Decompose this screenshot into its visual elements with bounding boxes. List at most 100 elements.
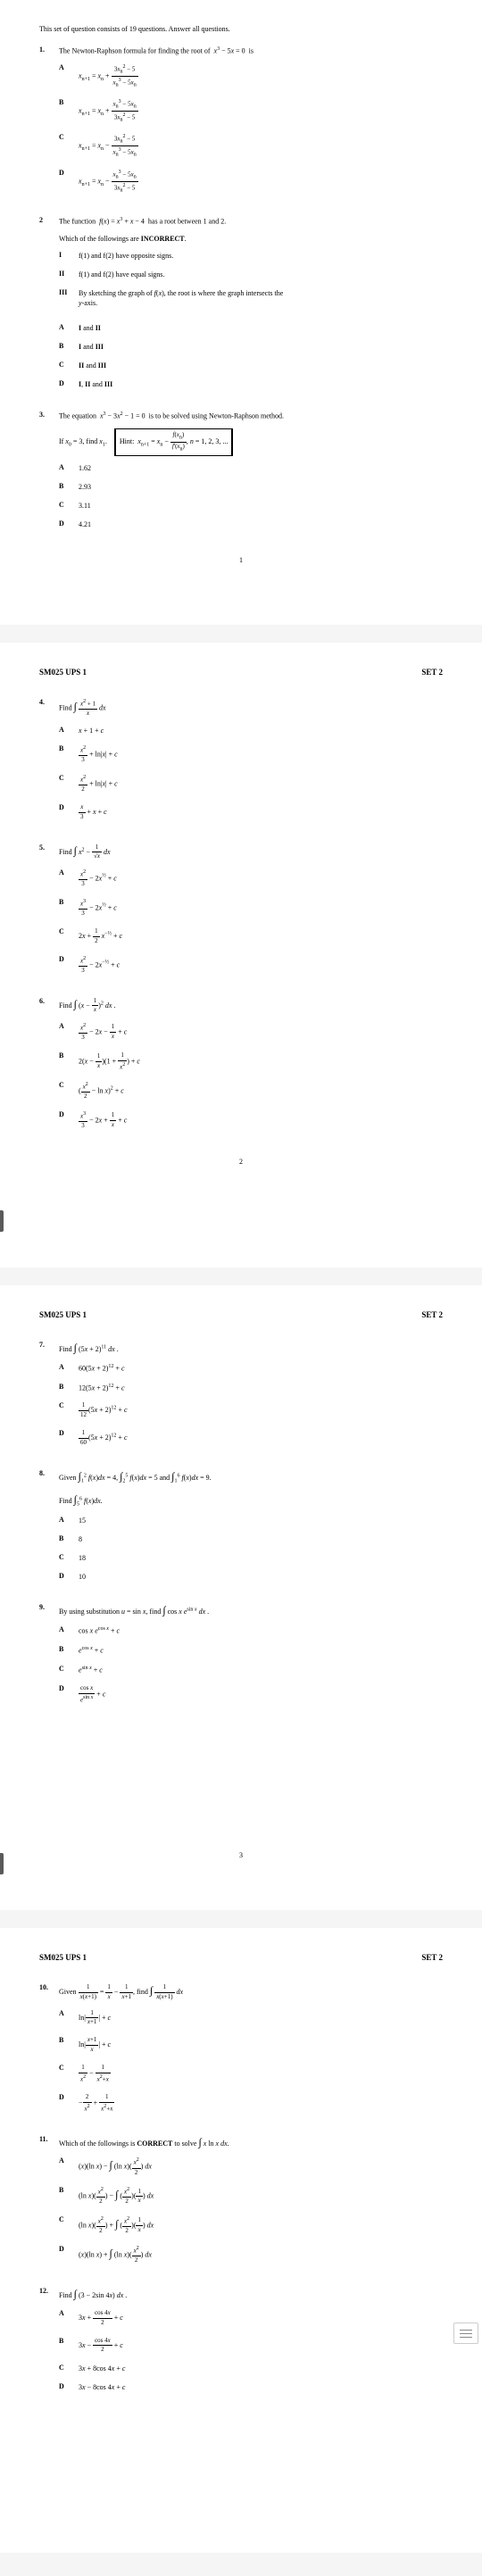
q2-sub: Which of the followings are INCORRECT.: [59, 234, 443, 244]
question-5: 5. Find ∫ x2 − 1√x dx Ax23 − 2x½ + c Bx3…: [39, 843, 443, 985]
header-left: SM025 UPS 1: [39, 1953, 87, 1962]
q7-text: Find ∫ (5x + 2)11 dx .: [59, 1341, 443, 1356]
page-2-header: SM025 UPS 1 SET 2: [39, 668, 443, 677]
q10-opt-b: Bln|x+1x| + c: [59, 2036, 443, 2055]
q8-number: 8.: [39, 1469, 59, 1591]
q9-opt-a: Acos x ecos x + c: [59, 1625, 443, 1636]
q12-opt-d: D3x − 8cos 4x + c: [59, 2382, 443, 2392]
q2-stmt-2: IIf(1) and f(2) have equal signs.: [59, 270, 443, 279]
page-4-header: SM025 UPS 1 SET 2: [39, 1953, 443, 1962]
page-3: SM025 UPS 1 SET 2 7. Find ∫ (5x + 2)11 d…: [0, 1285, 482, 1910]
q12-text: Find ∫ (3 − 2sin 4x) dx .: [59, 2287, 443, 2302]
page-3-header: SM025 UPS 1 SET 2: [39, 1310, 443, 1319]
q2-opt-d: DI, II and III: [59, 379, 443, 389]
question-1: 1. The Newton-Raphson formula for findin…: [39, 46, 443, 204]
q7-opt-b: B12(5x + 2)12 + c: [59, 1383, 443, 1393]
q2-stmt-1: If(1) and f(2) have opposite signs.: [59, 251, 443, 261]
q6-number: 6.: [39, 997, 59, 1140]
q12-opt-a: A3x + cos 4x2 + c: [59, 2309, 443, 2328]
q3-opt-a: A1.62: [59, 463, 443, 473]
page-tab-3[interactable]: 3: [0, 1853, 4, 1874]
q4-opt-d: Dx3 + x + c: [59, 803, 443, 822]
q4-text: Find ∫ x2 + 1x dx: [59, 698, 443, 719]
q4-opt-b: Bx23 + ln|x| + c: [59, 744, 443, 765]
q10-text: Given 1x(x+1) = 1x − 1x+1, find ∫ 1x(x+1…: [59, 1983, 443, 2002]
q7-number: 7.: [39, 1341, 59, 1457]
page-2-footer: 2: [39, 1158, 443, 1166]
page-4: SM025 UPS 1 SET 2 10. Given 1x(x+1) = 1x…: [0, 1928, 482, 2553]
q1-opt-a: Axn+1 = xn + 3xn2 − 5xn3 − 5xn: [59, 63, 443, 89]
q7-opt-a: A60(5x + 2)12 + c: [59, 1363, 443, 1374]
q10-opt-c: C1x2 − 1x2+x: [59, 2064, 443, 2084]
q2-opt-a: AI and II: [59, 323, 443, 333]
q12-opt-b: B3x − cos 4x2 + c: [59, 2337, 443, 2356]
q4-opt-c: Cx22 + ln|x| + c: [59, 774, 443, 794]
q8-text-a: Given ∫12 f(x)dx = 4, ∫25 f(x)dx = 5 and…: [59, 1469, 443, 1485]
hamburger-line-icon: [460, 2330, 472, 2331]
header-right: SET 2: [421, 1953, 443, 1962]
question-2: 2 The function f(x) = x3 + x − 4 has a r…: [39, 216, 443, 399]
q8-opt-d: D10: [59, 1572, 443, 1582]
page-3-footer: 3: [39, 1851, 443, 1859]
q1-opt-b: Bxn+1 = xn + xn3 − 5xn3xn2 − 5: [59, 98, 443, 124]
q6-text: Find ∫ (x − 1x)2 dx .: [59, 997, 443, 1016]
q11-opt-c: C(ln x)(x22) + ∫ (x22)(1x) dx: [59, 2215, 443, 2236]
q3-text: The equation x3 − 3x2 − 1 = 0 is to be s…: [59, 411, 443, 421]
q9-opt-c: Cesin x + c: [59, 1665, 443, 1675]
q6-opt-c: C(x22 − ln x)2 + c: [59, 1081, 443, 1101]
q9-opt-d: Dcos xesin x + c: [59, 1684, 443, 1705]
q2-stmt-3: IIIBy sketching the graph of f(x), the r…: [59, 288, 443, 308]
q1-text: The Newton-Raphson formula for finding t…: [59, 46, 443, 56]
q3-opt-b: B2.93: [59, 482, 443, 492]
q3-given: If x0 = 3, find x1. Hint: xn+1 = xn − f(…: [59, 428, 443, 456]
q8-text-b: Find ∫56 f(x)dx.: [59, 1492, 443, 1508]
header-left: SM025 UPS 1: [39, 1310, 87, 1319]
q3-opt-c: C3.11: [59, 501, 443, 511]
question-4: 4. Find ∫ x2 + 1x dx Ax + 1 + c Bx23 + l…: [39, 698, 443, 831]
hamburger-line-icon: [460, 2333, 472, 2334]
page-1-footer: 1: [39, 556, 443, 564]
q11-text: Which of the followings is CORRECT to so…: [59, 2135, 443, 2150]
question-3: 3. The equation x3 − 3x2 − 1 = 0 is to b…: [39, 411, 443, 538]
q9-number: 9.: [39, 1603, 59, 1713]
q11-opt-a: A(x)(ln x) − ∫ (ln x)(x22) dx: [59, 2156, 443, 2177]
header-right: SET 2: [421, 1310, 443, 1319]
question-6: 6. Find ∫ (x − 1x)2 dx . Ax23 − 2x − 1x …: [39, 997, 443, 1140]
hamburger-menu-button[interactable]: [453, 2323, 478, 2344]
q2-opt-c: CII and III: [59, 361, 443, 370]
q10-opt-a: Aln|1x+1| + c: [59, 2009, 443, 2028]
q8-opt-c: C18: [59, 1553, 443, 1563]
question-8: 8. Given ∫12 f(x)dx = 4, ∫25 f(x)dx = 5 …: [39, 1469, 443, 1591]
q11-number: 11.: [39, 2135, 59, 2274]
question-7: 7. Find ∫ (5x + 2)11 dx . A60(5x + 2)12 …: [39, 1341, 443, 1457]
q2-opt-b: BI and III: [59, 342, 443, 352]
q2-text: The function f(x) = x3 + x − 4 has a roo…: [59, 216, 443, 227]
q12-opt-c: C3x + 8cos 4x + c: [59, 2364, 443, 2373]
q7-opt-d: D160(5x + 2)12 + c: [59, 1429, 443, 1448]
q1-number: 1.: [39, 46, 59, 204]
q6-opt-a: Ax23 − 2x − 1x + c: [59, 1022, 443, 1043]
q11-opt-b: B(ln x)(x22) − ∫ (x22)(1x) dx: [59, 2186, 443, 2206]
q2-number: 2: [39, 216, 59, 399]
q5-opt-d: Dx23 − 2x−½ + c: [59, 955, 443, 976]
page-2: SM025 UPS 1 SET 2 4. Find ∫ x2 + 1x dx A…: [0, 643, 482, 1267]
header-left: SM025 UPS 1: [39, 668, 87, 677]
hamburger-line-icon: [460, 2337, 472, 2338]
q5-opt-c: C2x + 12 x−½ + c: [59, 927, 443, 946]
question-9: 9. By using substitution u = sin x, find…: [39, 1603, 443, 1713]
page-tab-2[interactable]: 2: [0, 1210, 4, 1232]
q5-number: 5.: [39, 843, 59, 985]
q4-opt-a: Ax + 1 + c: [59, 726, 443, 735]
q9-text: By using substitution u = sin x, find ∫ …: [59, 1603, 443, 1618]
q10-opt-d: D−2x2 + 1x2+x: [59, 2093, 443, 2114]
q5-opt-b: Bx33 − 2x½ + c: [59, 898, 443, 918]
q11-opt-d: D(x)(ln x) + ∫ (ln x)(x22) dx: [59, 2245, 443, 2265]
q9-opt-b: Becos x + c: [59, 1645, 443, 1656]
q5-text: Find ∫ x2 − 1√x dx: [59, 843, 443, 862]
question-11: 11. Which of the followings is CORRECT t…: [39, 2135, 443, 2274]
q10-number: 10.: [39, 1983, 59, 2123]
q4-number: 4.: [39, 698, 59, 831]
q12-number: 12.: [39, 2287, 59, 2401]
q8-opt-b: B8: [59, 1534, 443, 1544]
q8-opt-a: A15: [59, 1516, 443, 1525]
